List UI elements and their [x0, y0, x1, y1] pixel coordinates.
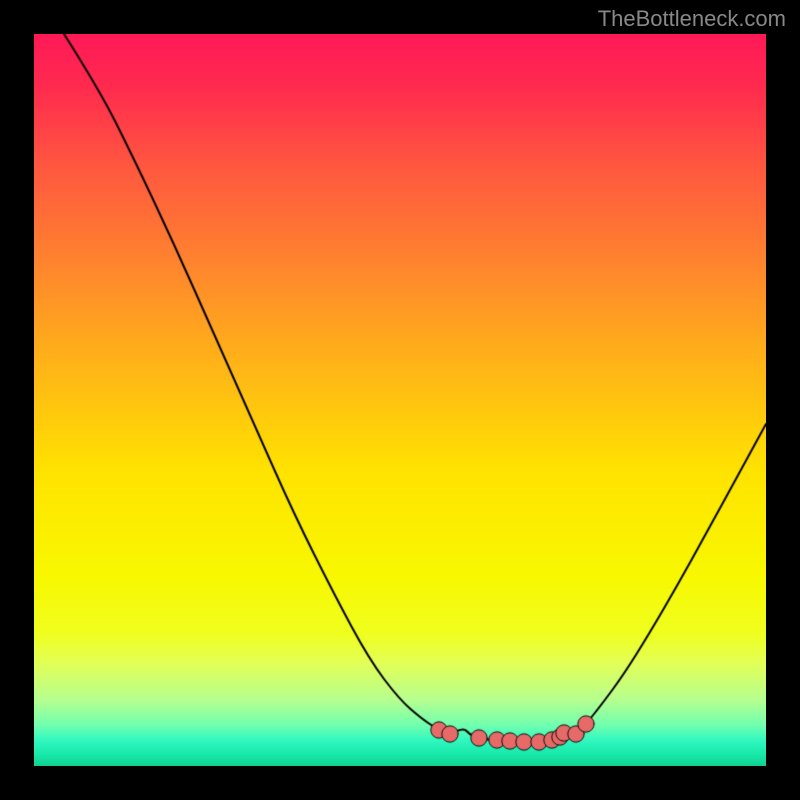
- plot-overlay: [34, 34, 766, 766]
- chart-frame: TheBottleneck.com: [0, 0, 800, 800]
- watermark-text: TheBottleneck.com: [598, 6, 786, 32]
- plot-area: [34, 34, 766, 766]
